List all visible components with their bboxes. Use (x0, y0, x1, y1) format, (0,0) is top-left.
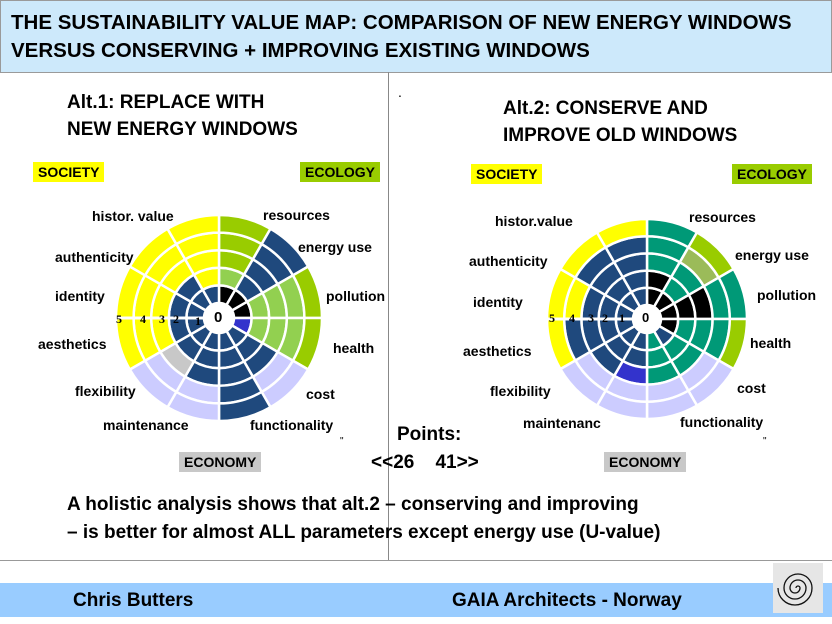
alt1-ring-2: 2 (173, 312, 179, 326)
alt2-ecology-tag: ECOLOGY (732, 164, 813, 184)
footer-divider (0, 560, 832, 561)
alt1-ring-4: 4 (140, 312, 146, 326)
title-bar: THE SUSTAINABILITY VALUE MAP: COMPARISON… (0, 0, 832, 73)
gaia-spiral-logo (773, 563, 823, 613)
alt1-segment-11-ring-5 (165, 213, 221, 246)
footer-org: GAIA Architects - Norway (452, 590, 682, 611)
alt1-label-maintenance: maintenance (103, 417, 189, 433)
footer-band (0, 583, 832, 617)
alt2-economy-tag: ECONOMY (604, 452, 687, 472)
dot-mark: . (398, 84, 402, 100)
alt1-society-tag: SOCIETY (33, 162, 105, 182)
alt2-label-functionality: functionality (680, 414, 764, 430)
alt1-label-functionality: functionality (250, 417, 334, 433)
spiral-icon (777, 573, 813, 606)
title-line-2: VERSUS CONSERVING + IMPROVING EXISTING W… (11, 39, 590, 62)
alt2-label-authenticity: authenticity (469, 253, 548, 269)
title-line-1: THE SUSTAINABILITY VALUE MAP: COMPARISON… (11, 11, 792, 34)
alt1-label-resources: resources (263, 207, 330, 223)
alt1-label-authenticity: authenticity (55, 249, 134, 265)
alt2-label-energy-use: energy use (735, 247, 809, 263)
alt2-title-1: Alt.2: CONSERVE AND (503, 98, 708, 119)
alt1-title-2: NEW ENERGY WINDOWS (67, 119, 298, 140)
alt1-ring-5: 5 (116, 312, 122, 326)
alt2-ring-4: 4 (569, 311, 575, 325)
alt2-label-maintenance: maintenanc (523, 415, 601, 431)
alt2-ring-3: 3 (588, 311, 594, 325)
alt1-title-1: Alt.1: REPLACE WITH (67, 92, 265, 113)
alt2-label-resources: resources (689, 209, 756, 225)
divider (388, 72, 389, 560)
footer-author: Chris Butters (73, 590, 194, 611)
alt2-segment-11-ring-5 (595, 217, 649, 250)
alt1-ecology-tag: ECOLOGY (300, 162, 381, 182)
alt2-ring-2: 2 (602, 311, 608, 325)
alt2-label-aesthetics: aesthetics (463, 343, 532, 359)
alt1-label-pollution: pollution (326, 288, 386, 304)
alt2-label-health: health (750, 335, 792, 351)
alt2-center-hole (633, 305, 661, 333)
alt1-quote-mark: " (340, 436, 344, 447)
points-label: Points: (397, 424, 462, 445)
alt1-center-hole (204, 303, 234, 333)
alt1-ring-1: 1 (195, 314, 201, 328)
alt2-label-pollution: pollution (757, 287, 817, 303)
alt2-quote-mark: " (763, 436, 767, 447)
alt2-label-histor-value: histor.value (495, 213, 573, 229)
alt2-title-2: IMPROVE OLD WINDOWS (503, 125, 738, 146)
alt2-society-tag: SOCIETY (471, 164, 543, 184)
alt1-economy-tag: ECONOMY (179, 452, 262, 472)
alt1-label-energy-use: energy use (298, 239, 372, 255)
alt2-center-zero: 0 (642, 310, 650, 325)
alt1-label-aesthetics: aesthetics (38, 336, 107, 352)
alt1-center-zero: 0 (214, 309, 223, 326)
alt1-label-cost: cost (306, 386, 335, 402)
alt1-ring-3: 3 (159, 312, 165, 326)
alt2-ring-5: 5 (549, 311, 555, 325)
alt2-ring-1: 1 (619, 311, 625, 325)
summary-line-1: A holistic analysis shows that alt.2 – c… (67, 494, 639, 515)
alt1-label-identity: identity (55, 288, 105, 304)
alt1-label-health: health (333, 340, 375, 356)
summary-line-2: – is better for almost ALL parameters ex… (67, 522, 661, 543)
alt2-label-flexibility: flexibility (490, 383, 551, 399)
alt2-label-cost: cost (737, 380, 766, 396)
alt2-label-identity: identity (473, 294, 523, 310)
alt1-label-flexibility: flexibility (75, 383, 136, 399)
alt1-label-histor-value: histor. value (92, 208, 174, 224)
points-value: <<26 41>> (371, 452, 479, 473)
